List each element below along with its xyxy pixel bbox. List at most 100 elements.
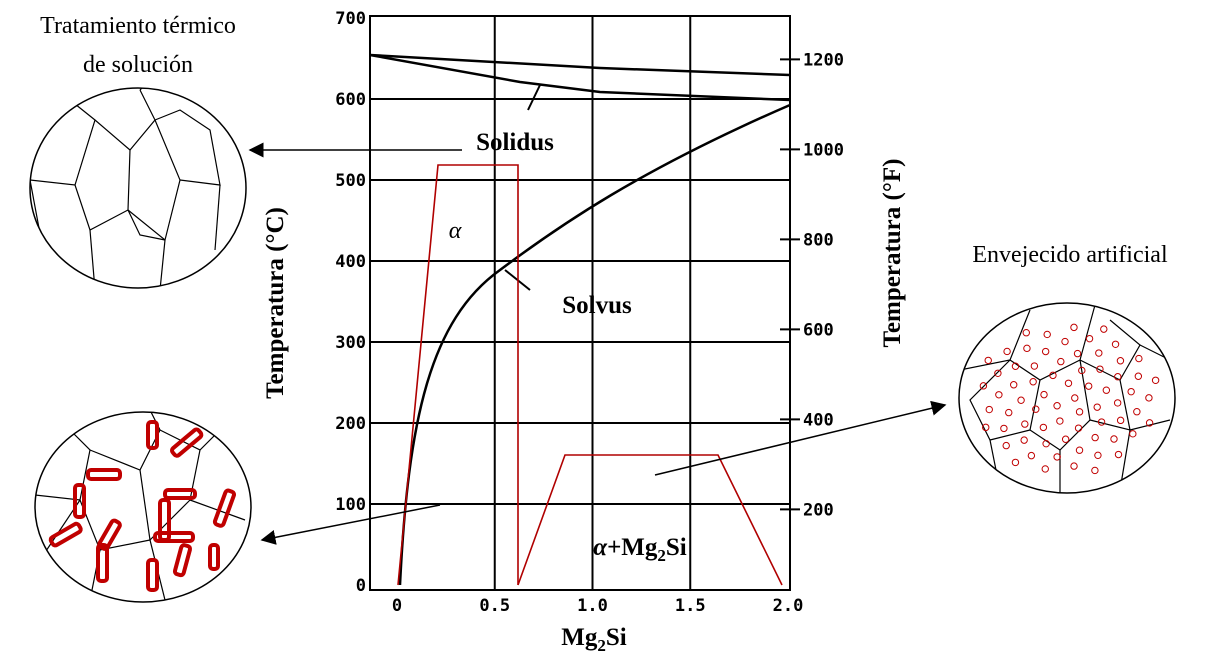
y-tick-label: 300 <box>335 333 366 353</box>
precipitate <box>1075 408 1084 416</box>
y-tick-label: 0 <box>356 576 366 596</box>
precipitate <box>1029 378 1037 386</box>
microstructure-solution <box>29 87 247 289</box>
y-tick-label: 400 <box>335 252 366 272</box>
precipitate <box>1070 462 1078 470</box>
precipitate <box>1064 379 1073 387</box>
solvus-line <box>398 103 791 586</box>
precipitate <box>1145 394 1153 402</box>
precipitate <box>1075 446 1084 454</box>
y-tick-label: 500 <box>335 171 366 191</box>
precipitate <box>984 356 992 365</box>
precipitate <box>1022 329 1030 337</box>
precipitate <box>1114 450 1123 459</box>
microstructure-aged <box>958 302 1176 494</box>
text: Si <box>666 534 687 561</box>
precipitate <box>1017 396 1025 404</box>
y-tick-label: 100 <box>335 495 366 515</box>
precipitate <box>994 369 1002 377</box>
precipitate <box>1111 340 1120 348</box>
y-tick-label: 700 <box>335 9 366 29</box>
y2-tick-label: 600 <box>803 320 834 340</box>
precipitate <box>1030 362 1039 370</box>
precipitate <box>1032 405 1040 413</box>
precipitate <box>1093 403 1101 411</box>
precipitate <box>1023 344 1031 353</box>
precipitate <box>1113 399 1122 407</box>
precipitate <box>1145 419 1154 427</box>
x-axis-label: Mg2Si <box>561 624 627 655</box>
x-tick-label: 1.5 <box>675 596 706 616</box>
precipitate <box>1011 458 1020 467</box>
precipitate <box>1102 386 1111 394</box>
precipitate <box>1151 376 1160 385</box>
precipitate <box>1021 420 1029 428</box>
aging-path <box>517 454 783 586</box>
x-tick-label: 2.0 <box>773 596 804 616</box>
precipitate <box>1129 430 1137 438</box>
precipitate <box>1071 394 1079 402</box>
precipitate <box>1133 408 1141 416</box>
y2-tick-label: 400 <box>803 410 834 430</box>
precipitate <box>1116 357 1125 365</box>
y2-axis-label: Temperatura (°F) <box>879 159 906 348</box>
arrow <box>260 504 441 545</box>
microstructure-quenched <box>34 411 252 603</box>
precipitate <box>1096 365 1104 373</box>
precipitate <box>1095 349 1103 357</box>
y-axis-label: Temperatura (°C) <box>262 207 289 399</box>
precipitate <box>1097 418 1106 426</box>
precipitate <box>1110 435 1118 443</box>
precipitate <box>1010 381 1018 389</box>
precipitate <box>1040 390 1048 399</box>
annotation: Solidus <box>476 129 554 156</box>
precipitate <box>1100 325 1108 333</box>
precipitate <box>982 423 990 432</box>
precipitate <box>979 382 988 390</box>
precipitate <box>985 405 993 414</box>
annotation: α+Mg2Si <box>593 534 687 565</box>
precipitate <box>1116 416 1125 425</box>
annotation: α <box>449 218 462 244</box>
precipitate <box>1039 423 1048 432</box>
precipitate <box>1053 402 1061 410</box>
precipitate <box>1020 436 1028 444</box>
precipitate <box>1027 451 1036 460</box>
precipitate <box>1084 382 1093 390</box>
precipitate <box>1085 334 1094 343</box>
precipitate <box>1114 373 1122 381</box>
right-title: Envejecido artificial <box>972 242 1168 268</box>
precipitate <box>1078 366 1086 375</box>
precipitate <box>1091 466 1099 475</box>
precipitate <box>1011 362 1020 370</box>
y2-tick-label: 200 <box>803 500 834 520</box>
solidus-line <box>369 53 791 102</box>
precipitate <box>1073 349 1082 358</box>
y2-tick-label: 1000 <box>803 140 844 160</box>
text: α <box>593 534 608 561</box>
precipitate <box>1041 465 1049 473</box>
precipitate <box>1000 424 1008 433</box>
y-tick-label: 200 <box>335 414 366 434</box>
text: 2 <box>657 546 666 565</box>
precipitate <box>1074 424 1083 432</box>
solution-path <box>397 164 519 586</box>
precipitate <box>1061 337 1069 346</box>
x-tick-label: 0 <box>392 596 402 616</box>
precipitate <box>1061 435 1070 443</box>
y-tick-label: 600 <box>335 90 366 110</box>
y2-tick-label: 1200 <box>803 50 844 70</box>
precipitate <box>1070 323 1078 332</box>
solidus-line <box>369 53 791 77</box>
precipitate <box>1134 372 1143 380</box>
y2-tick-label: 800 <box>803 230 834 250</box>
precipitate <box>1002 441 1010 450</box>
x-tick-label: 0.5 <box>479 596 510 616</box>
text: 2 <box>597 636 606 655</box>
precipitate <box>1056 417 1064 425</box>
precipitate <box>1127 387 1135 396</box>
left-title: de solución <box>83 52 193 78</box>
precipitate <box>1005 408 1013 417</box>
precipitate <box>1042 439 1050 448</box>
